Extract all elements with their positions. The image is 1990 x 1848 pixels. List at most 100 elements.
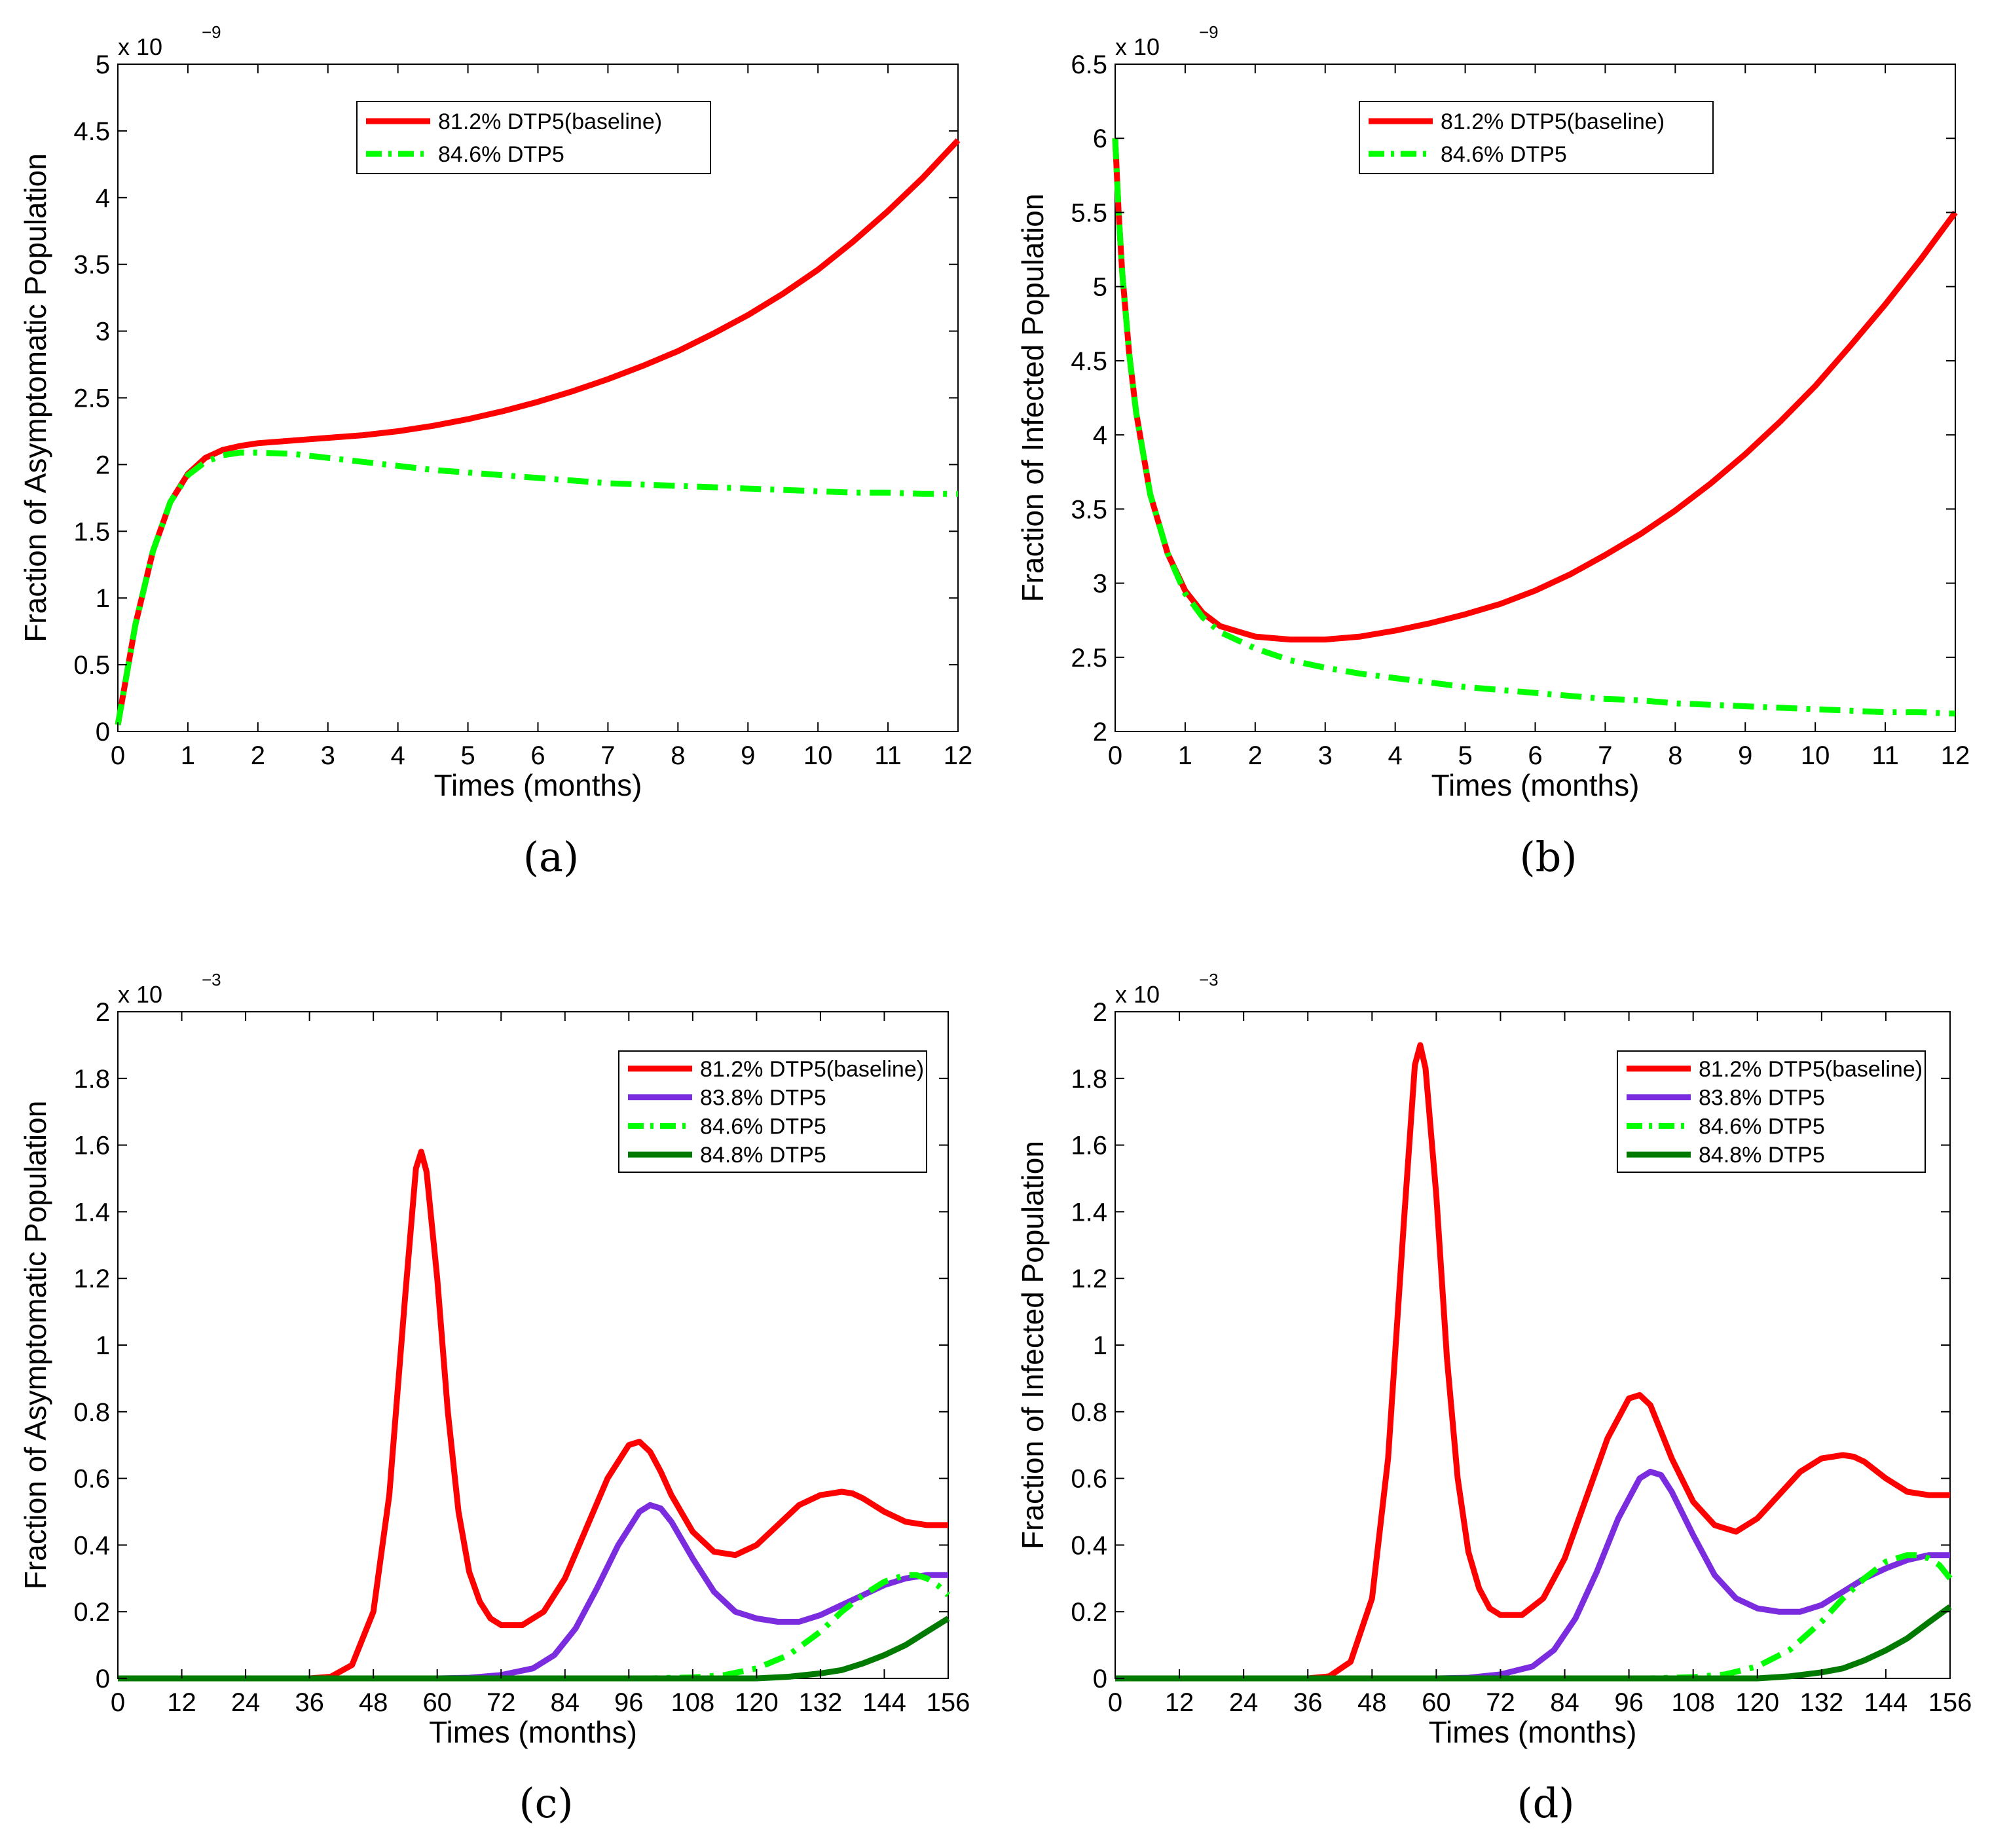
y-tick-label: 0.4 — [1071, 1531, 1107, 1560]
x-tick-label: 11 — [874, 741, 902, 770]
series-line-1 — [1115, 1042, 1950, 1682]
x-tick-label: 0 — [111, 741, 125, 770]
series-line-2 — [1112, 138, 1956, 717]
y-tick-label: 1.4 — [73, 1198, 110, 1227]
x-tick-label: 1 — [1178, 741, 1192, 770]
x-tick-label: 4 — [391, 741, 405, 770]
legend: 81.2% DTP5(baseline) 84.6% DTP5 — [1359, 101, 1714, 174]
y-tick-label: 1.4 — [1071, 1198, 1107, 1227]
y-tick-label: 4.5 — [73, 117, 110, 146]
x-tick-label: 108 — [671, 1688, 714, 1717]
legend-label: 84.8% DTP5 — [700, 1143, 826, 1168]
y-tick-label: 5.5 — [1071, 198, 1107, 227]
y-tick-label: 5 — [1093, 273, 1107, 302]
x-tick-label: 4 — [1388, 741, 1403, 770]
legend-label: 84.6% DTP5 — [1699, 1114, 1825, 1139]
x-tick-label: 144 — [1864, 1688, 1908, 1717]
x-tick-label: 72 — [1486, 1688, 1515, 1717]
legend-label: 83.8% DTP5 — [1699, 1086, 1825, 1111]
x-tick-label: 132 — [799, 1688, 843, 1717]
x-tick-label: 6 — [1528, 741, 1542, 770]
x-tick-label: 6 — [530, 741, 545, 770]
x-axis-label: Times (months) — [434, 768, 642, 802]
y-axis-multiplier: x 10 — [118, 981, 162, 1008]
y-tick-label: 0 — [96, 718, 110, 747]
y-tick-label: 1.2 — [73, 1265, 110, 1293]
x-tick-label: 5 — [460, 741, 475, 770]
panel-caption: (b) — [1519, 833, 1577, 881]
y-tick-label: 3 — [1093, 570, 1107, 599]
y-axis-multiplier: x 10 — [118, 33, 162, 60]
plot-frame — [117, 64, 959, 732]
y-axis-exponent: −3 — [202, 970, 221, 989]
y-tick-label: 0.6 — [73, 1465, 110, 1494]
y-tick-label: 0 — [96, 1665, 110, 1693]
x-tick-label: 7 — [1598, 741, 1612, 770]
y-tick-label: 2 — [1093, 718, 1107, 747]
y-tick-label: 0.2 — [73, 1598, 110, 1627]
legend-box — [1359, 101, 1714, 174]
y-axis-exponent: −9 — [202, 22, 221, 42]
y-tick-label: 2 — [96, 451, 110, 479]
x-tick-label: 12 — [1941, 741, 1970, 770]
x-tick-label: 8 — [1668, 741, 1682, 770]
legend: 81.2% DTP5(baseline) 83.8% DTP5 84.6% DTP5… — [618, 1050, 927, 1173]
y-axis-label: Fraction of Asymptomatic Population — [18, 153, 52, 642]
x-tick-label: 120 — [1735, 1688, 1779, 1717]
x-tick-label: 1 — [181, 741, 195, 770]
y-tick-label: 0.5 — [73, 651, 110, 680]
x-tick-label: 9 — [1738, 741, 1752, 770]
x-tick-label: 132 — [1799, 1688, 1843, 1717]
x-tick-label: 72 — [487, 1688, 516, 1717]
y-tick-label: 0.2 — [1071, 1598, 1107, 1627]
x-tick-label: 48 — [359, 1688, 388, 1717]
series-line-3 — [1115, 1552, 1953, 1682]
x-tick-label: 9 — [741, 741, 755, 770]
x-axis-label: Times (months) — [1429, 1715, 1637, 1749]
x-tick-label: 10 — [803, 741, 833, 770]
x-tick-label: 156 — [1928, 1688, 1972, 1717]
legend: 81.2% DTP5(baseline) 84.6% DTP5 — [356, 101, 711, 174]
x-tick-label: 84 — [551, 1688, 580, 1717]
series-line-1 — [115, 138, 961, 726]
y-tick-label: 3.5 — [73, 251, 110, 280]
y-tick-label: 5 — [96, 50, 110, 79]
panel-caption: (a) — [523, 833, 579, 881]
x-tick-label: 60 — [1422, 1688, 1451, 1717]
x-tick-label: 7 — [600, 741, 615, 770]
y-tick-label: 0.4 — [73, 1531, 110, 1560]
x-tick-label: 3 — [321, 741, 335, 770]
legend-label: 81.2% DTP5(baseline) — [1699, 1057, 1923, 1082]
y-tick-label: 1 — [96, 584, 110, 613]
x-tick-label: 12 — [167, 1688, 196, 1717]
x-tick-label: 36 — [295, 1688, 324, 1717]
x-tick-label: 8 — [671, 741, 685, 770]
y-axis-exponent: −9 — [1199, 22, 1219, 42]
x-tick-label: 10 — [1801, 741, 1830, 770]
y-tick-label: 2 — [96, 998, 110, 1027]
y-axis-label: Fraction of Infected Population — [1016, 194, 1050, 602]
x-tick-label: 0 — [1108, 1688, 1122, 1717]
y-tick-label: 0.8 — [1071, 1398, 1107, 1427]
x-tick-label: 3 — [1318, 741, 1333, 770]
y-tick-label: 6 — [1093, 124, 1107, 153]
legend: 81.2% DTP5(baseline) 83.8% DTP5 84.6% DTP5… — [1617, 1050, 1926, 1173]
y-tick-label: 4 — [96, 184, 110, 213]
legend-label: 83.8% DTP5 — [700, 1086, 826, 1111]
y-axis-multiplier: x 10 — [1115, 981, 1160, 1008]
x-tick-label: 5 — [1458, 741, 1472, 770]
x-tick-label: 0 — [111, 1688, 125, 1717]
x-tick-label: 12 — [1165, 1688, 1194, 1717]
y-tick-label: 1.8 — [1071, 1065, 1107, 1094]
panel-caption: (d) — [1517, 1779, 1574, 1827]
plot-frame — [1115, 64, 1956, 732]
y-tick-label: 1.6 — [1071, 1132, 1107, 1160]
y-tick-label: 2.5 — [73, 384, 110, 413]
y-tick-label: 1.6 — [73, 1132, 110, 1160]
x-tick-label: 84 — [1550, 1688, 1579, 1717]
panel-caption: (c) — [519, 1779, 573, 1827]
x-tick-label: 108 — [1671, 1688, 1715, 1717]
y-tick-label: 0 — [1093, 1665, 1107, 1693]
